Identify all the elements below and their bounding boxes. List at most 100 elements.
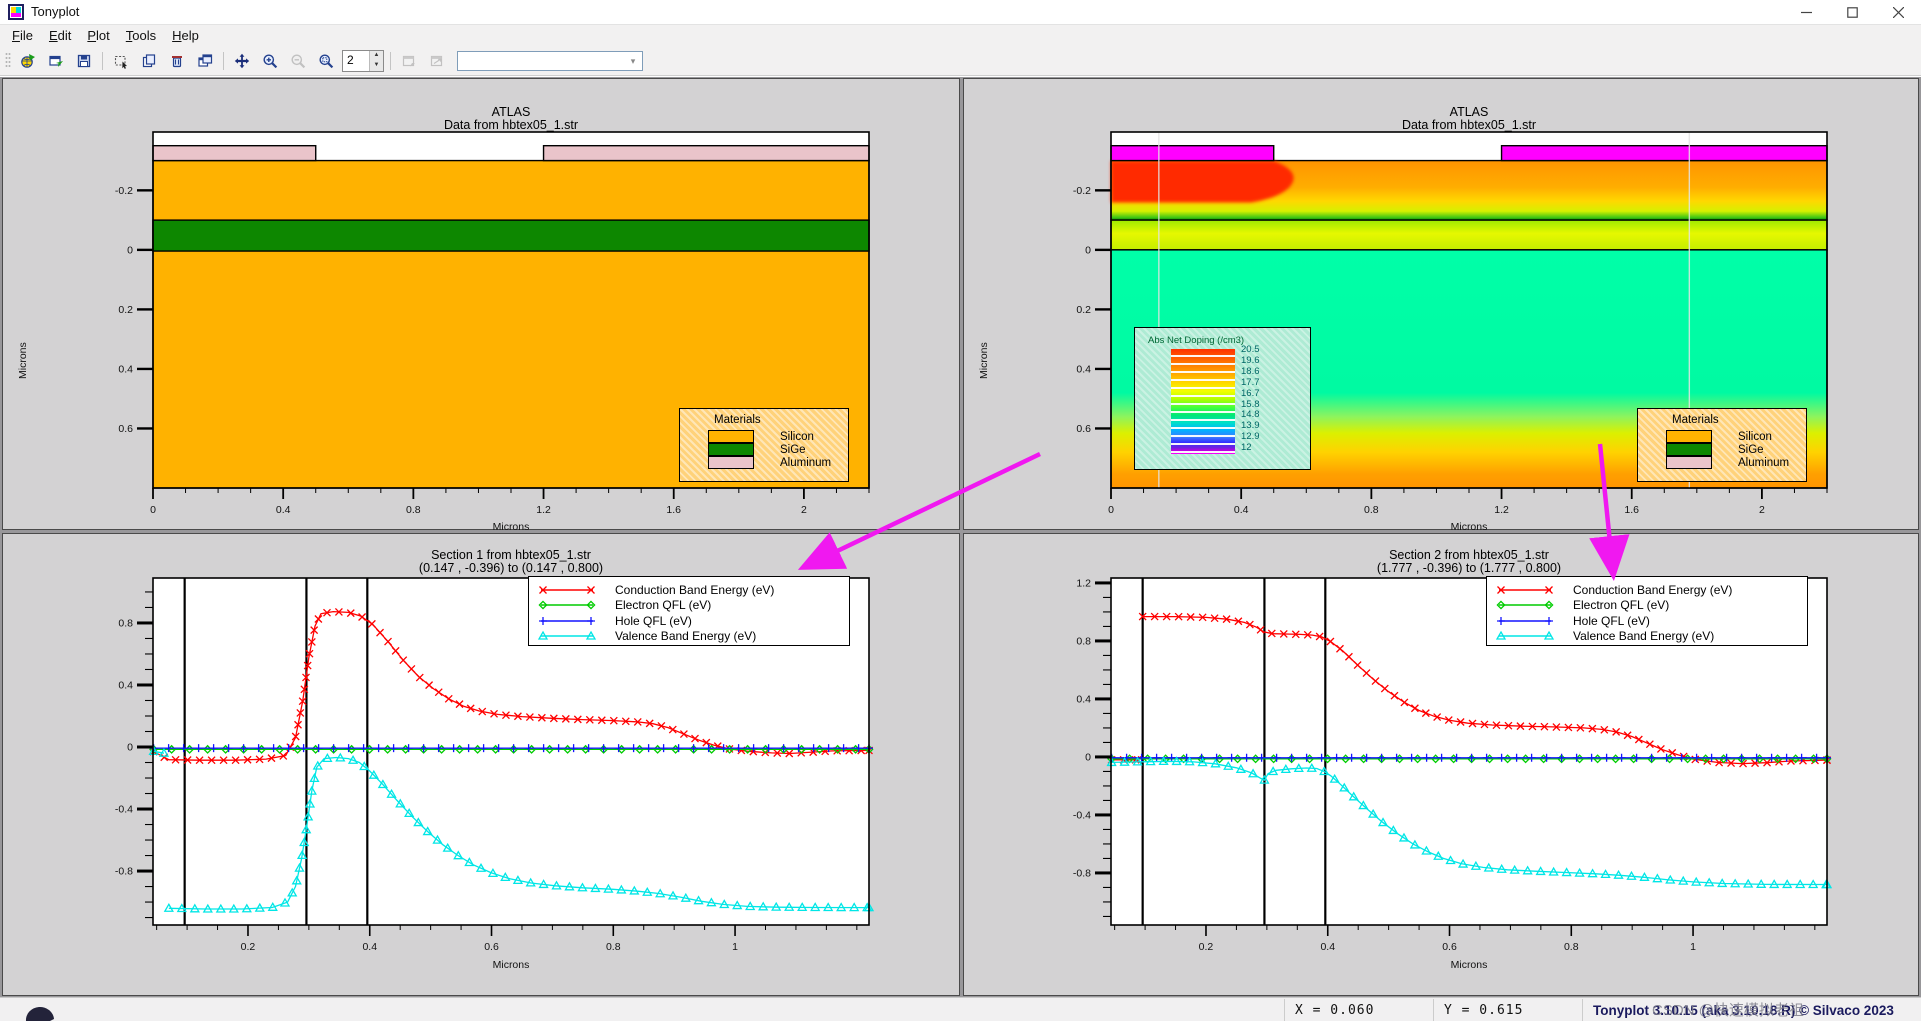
x-axis-label: Microns — [492, 959, 530, 971]
doping-legend-title: Abs Net Doping (/cm3) — [1148, 335, 1245, 346]
save-icon[interactable] — [71, 48, 97, 74]
toolbar-grip[interactable] — [5, 52, 11, 70]
cursor-x-readout: X = 0.060 — [1284, 999, 1433, 1021]
title-bar: Tonyplot — [0, 0, 1921, 25]
open-plot-icon[interactable] — [15, 48, 41, 74]
svg-text:-0.4: -0.4 — [1073, 809, 1091, 821]
minimize-button[interactable] — [1783, 0, 1829, 24]
svg-text:0.2: 0.2 — [118, 304, 133, 316]
panel-section-2[interactable]: Section 2 from hbtex05_1.str (1.777 , -0… — [963, 533, 1919, 996]
region-base-layer — [1110, 219, 1828, 251]
menu-plot[interactable]: Plot — [87, 28, 110, 43]
svg-text:0: 0 — [1108, 504, 1114, 516]
menu-bar: File Edit Plot Tools Help — [0, 25, 1921, 46]
legend-swatch-sige — [1666, 443, 1712, 456]
doping-scale-value: 12 — [1241, 442, 1252, 454]
legend-label: SiGe — [1738, 444, 1764, 456]
x-axis-label: Microns — [1450, 959, 1488, 971]
series-valence-band-energy-ev- — [1106, 756, 1833, 889]
doping-scale-value: 18.6 — [1241, 365, 1260, 377]
svg-text:-0.4: -0.4 — [115, 804, 133, 816]
toolbar-separator — [102, 51, 103, 70]
legend-entry: Valence Band Energy (eV) — [535, 629, 849, 645]
svg-text:0.8: 0.8 — [118, 617, 133, 629]
panel-section-1[interactable]: Section 1 from hbtex05_1.str (0.147 , -0… — [2, 533, 960, 996]
svg-text:0: 0 — [1085, 244, 1091, 256]
delete-icon[interactable] — [164, 48, 190, 74]
maximize-button[interactable] — [1829, 0, 1875, 24]
svg-text:0.6: 0.6 — [484, 941, 499, 953]
duplicate-window-icon[interactable] — [192, 48, 218, 74]
menu-tools[interactable]: Tools — [125, 28, 157, 43]
svg-text:-0.8: -0.8 — [115, 866, 133, 878]
doping-colorbar — [1171, 349, 1235, 454]
plot-workspace: ATLAS Data from hbtex05_1.str Microns 0 0… — [0, 77, 1921, 997]
spinner-up-icon[interactable]: ▲ — [370, 50, 383, 61]
zoom-out-icon[interactable] — [285, 48, 311, 74]
watermark-logo-partial — [24, 1005, 58, 1021]
svg-text:0: 0 — [1085, 751, 1091, 763]
toolbar-separator — [223, 51, 224, 70]
region-contact-left — [152, 144, 317, 162]
plot-subtitle: (0.147 , -0.396) to (0.147 , 0.800) — [418, 561, 604, 575]
svg-text:2: 2 — [1759, 504, 1765, 516]
doping-scale-value: 20.5 — [1241, 344, 1260, 355]
cursor-y-readout: Y = 0.615 — [1433, 999, 1582, 1021]
legend-label: SiGe — [780, 444, 806, 456]
overlay-select[interactable]: ▾ — [457, 50, 643, 71]
svg-text:0: 0 — [127, 244, 133, 256]
copy-icon[interactable] — [136, 48, 162, 74]
plot-subtitle: Data from hbtex05_1.str — [1401, 118, 1537, 132]
import-structure-icon[interactable] — [43, 48, 69, 74]
svg-text:0.4: 0.4 — [1234, 504, 1249, 516]
region-contact-right — [542, 144, 870, 162]
pan-icon[interactable] — [229, 48, 255, 74]
legend-title: Materials — [714, 414, 761, 426]
toolbar: 2 ▲ ▼ ▾ — [0, 46, 1921, 76]
export-overlay-icon[interactable] — [424, 48, 450, 74]
toolbar-separator — [390, 51, 391, 70]
legend-entry: Electron QFL (eV) — [1493, 598, 1807, 614]
svg-text:-0.2: -0.2 — [1073, 185, 1091, 197]
zoom-window-icon[interactable] — [313, 48, 339, 74]
region-contact-right — [1500, 144, 1828, 162]
menu-edit[interactable]: Edit — [48, 28, 72, 43]
zoom-level-value[interactable]: 2 — [347, 52, 354, 67]
legend-swatch-aluminum — [708, 456, 754, 469]
close-button[interactable] — [1875, 0, 1921, 24]
svg-text:0.4: 0.4 — [118, 363, 133, 375]
legend-swatch-aluminum — [1666, 456, 1712, 469]
menu-help[interactable]: Help — [172, 28, 199, 43]
svg-text:0.4: 0.4 — [362, 941, 377, 953]
svg-text:1.2: 1.2 — [536, 504, 551, 516]
doping-scale-value: 19.6 — [1241, 354, 1260, 366]
materials-legend: Materials Silicon SiGe Aluminum — [679, 408, 849, 482]
app-icon — [8, 4, 24, 20]
svg-text:0.4: 0.4 — [276, 504, 291, 516]
legend-entry: Conduction Band Energy (eV) — [1493, 582, 1807, 598]
svg-text:0.8: 0.8 — [1076, 635, 1091, 647]
export-frame-icon[interactable] — [396, 48, 422, 74]
doping-scale-value: 16.7 — [1241, 387, 1260, 399]
menu-file[interactable]: File — [12, 28, 33, 43]
chevron-down-icon[interactable]: ▾ — [630, 55, 636, 66]
svg-text:0: 0 — [127, 742, 133, 754]
svg-text:0.4: 0.4 — [118, 679, 133, 691]
zoom-in-icon[interactable] — [257, 48, 283, 74]
series-legend: Conduction Band Energy (eV) Electron QFL … — [528, 576, 850, 646]
svg-text:0.2: 0.2 — [1076, 304, 1091, 316]
svg-text:1.2: 1.2 — [1494, 504, 1509, 516]
spinner-down-icon[interactable]: ▼ — [370, 60, 383, 71]
axis-ticks: 0.2 0.4 0.6 0.8 1 1.2 0.8 0.4 0 -0.4 -0.8 — [1073, 577, 1816, 953]
plot-title: Section 2 from hbtex05_1.str — [1389, 548, 1549, 562]
legend-entry: Hole QFL (eV) — [1493, 613, 1807, 629]
select-region-icon[interactable] — [108, 48, 134, 74]
legend-entry: Electron QFL (eV) — [535, 598, 849, 614]
plot-title: ATLAS — [491, 105, 531, 119]
zoom-level-spinner[interactable]: 2 ▲ ▼ — [342, 49, 384, 72]
window-title: Tonyplot — [31, 4, 80, 19]
legend-label: Silicon — [1738, 431, 1772, 443]
